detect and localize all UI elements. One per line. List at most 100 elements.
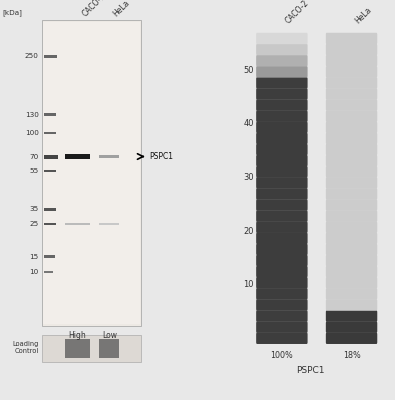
Text: HeLa: HeLa bbox=[111, 0, 132, 18]
Text: 25: 25 bbox=[29, 221, 39, 227]
Text: CACO-2: CACO-2 bbox=[284, 0, 310, 26]
Text: High: High bbox=[68, 331, 86, 340]
FancyBboxPatch shape bbox=[256, 222, 308, 233]
FancyBboxPatch shape bbox=[256, 166, 308, 178]
FancyBboxPatch shape bbox=[256, 210, 308, 222]
FancyBboxPatch shape bbox=[256, 299, 308, 311]
FancyBboxPatch shape bbox=[256, 322, 308, 333]
FancyBboxPatch shape bbox=[326, 133, 377, 144]
FancyBboxPatch shape bbox=[326, 310, 377, 322]
Text: CACO-2: CACO-2 bbox=[81, 0, 108, 18]
FancyBboxPatch shape bbox=[256, 122, 308, 133]
FancyBboxPatch shape bbox=[326, 332, 377, 344]
FancyBboxPatch shape bbox=[256, 332, 308, 344]
FancyBboxPatch shape bbox=[256, 288, 308, 300]
FancyBboxPatch shape bbox=[256, 66, 308, 78]
FancyBboxPatch shape bbox=[44, 222, 56, 225]
Text: 130: 130 bbox=[25, 112, 39, 118]
FancyBboxPatch shape bbox=[256, 33, 308, 44]
FancyBboxPatch shape bbox=[326, 299, 377, 311]
Text: 10: 10 bbox=[29, 269, 39, 275]
FancyBboxPatch shape bbox=[256, 133, 308, 144]
Text: [kDa]: [kDa] bbox=[2, 9, 22, 16]
FancyBboxPatch shape bbox=[326, 199, 377, 211]
Text: HeLa: HeLa bbox=[353, 6, 373, 26]
FancyBboxPatch shape bbox=[44, 170, 56, 172]
Text: 250: 250 bbox=[25, 54, 39, 60]
FancyBboxPatch shape bbox=[43, 22, 140, 324]
Text: Low: Low bbox=[102, 331, 117, 340]
FancyBboxPatch shape bbox=[326, 210, 377, 222]
FancyBboxPatch shape bbox=[326, 177, 377, 188]
Text: 15: 15 bbox=[29, 254, 39, 260]
FancyBboxPatch shape bbox=[256, 255, 308, 266]
Text: PSPC1: PSPC1 bbox=[149, 152, 173, 161]
FancyBboxPatch shape bbox=[44, 271, 53, 273]
Text: 20: 20 bbox=[243, 226, 254, 236]
Text: 50: 50 bbox=[243, 66, 254, 75]
FancyBboxPatch shape bbox=[256, 44, 308, 55]
Text: 100: 100 bbox=[25, 130, 39, 136]
FancyBboxPatch shape bbox=[326, 244, 377, 255]
FancyBboxPatch shape bbox=[326, 77, 377, 89]
FancyBboxPatch shape bbox=[256, 144, 308, 155]
Text: 30: 30 bbox=[243, 173, 254, 182]
Text: 55: 55 bbox=[29, 168, 39, 174]
Text: 10: 10 bbox=[243, 280, 254, 289]
FancyBboxPatch shape bbox=[44, 208, 56, 211]
FancyBboxPatch shape bbox=[326, 188, 377, 200]
FancyBboxPatch shape bbox=[99, 339, 119, 358]
FancyBboxPatch shape bbox=[256, 155, 308, 166]
Text: 35: 35 bbox=[29, 206, 39, 212]
Text: 70: 70 bbox=[29, 154, 39, 160]
FancyBboxPatch shape bbox=[326, 222, 377, 233]
FancyBboxPatch shape bbox=[256, 177, 308, 188]
FancyBboxPatch shape bbox=[256, 199, 308, 211]
FancyBboxPatch shape bbox=[42, 335, 141, 362]
FancyBboxPatch shape bbox=[326, 44, 377, 55]
Text: 18%: 18% bbox=[343, 351, 360, 360]
FancyBboxPatch shape bbox=[326, 33, 377, 44]
FancyBboxPatch shape bbox=[44, 113, 56, 116]
FancyBboxPatch shape bbox=[256, 188, 308, 200]
FancyBboxPatch shape bbox=[65, 222, 90, 225]
FancyBboxPatch shape bbox=[326, 99, 377, 111]
FancyBboxPatch shape bbox=[326, 122, 377, 133]
Text: PSPC1: PSPC1 bbox=[296, 366, 324, 375]
FancyBboxPatch shape bbox=[256, 77, 308, 89]
FancyBboxPatch shape bbox=[44, 255, 55, 258]
FancyBboxPatch shape bbox=[256, 310, 308, 322]
FancyBboxPatch shape bbox=[256, 266, 308, 277]
FancyBboxPatch shape bbox=[326, 66, 377, 78]
FancyBboxPatch shape bbox=[44, 55, 57, 58]
FancyBboxPatch shape bbox=[326, 88, 377, 100]
FancyBboxPatch shape bbox=[256, 277, 308, 288]
FancyBboxPatch shape bbox=[256, 232, 308, 244]
FancyBboxPatch shape bbox=[326, 277, 377, 288]
FancyBboxPatch shape bbox=[42, 20, 141, 326]
FancyBboxPatch shape bbox=[326, 166, 377, 178]
FancyBboxPatch shape bbox=[256, 110, 308, 122]
FancyBboxPatch shape bbox=[326, 255, 377, 266]
FancyBboxPatch shape bbox=[256, 55, 308, 66]
FancyBboxPatch shape bbox=[326, 110, 377, 122]
FancyBboxPatch shape bbox=[326, 322, 377, 333]
FancyBboxPatch shape bbox=[326, 55, 377, 66]
FancyBboxPatch shape bbox=[65, 339, 90, 358]
FancyBboxPatch shape bbox=[65, 154, 90, 159]
FancyBboxPatch shape bbox=[44, 132, 56, 134]
FancyBboxPatch shape bbox=[256, 99, 308, 111]
FancyBboxPatch shape bbox=[326, 288, 377, 300]
Text: 100%: 100% bbox=[271, 351, 293, 360]
FancyBboxPatch shape bbox=[326, 232, 377, 244]
FancyBboxPatch shape bbox=[326, 144, 377, 155]
FancyBboxPatch shape bbox=[256, 88, 308, 100]
FancyBboxPatch shape bbox=[99, 223, 119, 225]
Text: Loading
Control: Loading Control bbox=[12, 341, 39, 354]
FancyBboxPatch shape bbox=[326, 266, 377, 277]
FancyBboxPatch shape bbox=[44, 154, 58, 158]
Text: 40: 40 bbox=[243, 119, 254, 128]
FancyBboxPatch shape bbox=[256, 244, 308, 255]
FancyBboxPatch shape bbox=[99, 155, 119, 158]
FancyBboxPatch shape bbox=[326, 155, 377, 166]
